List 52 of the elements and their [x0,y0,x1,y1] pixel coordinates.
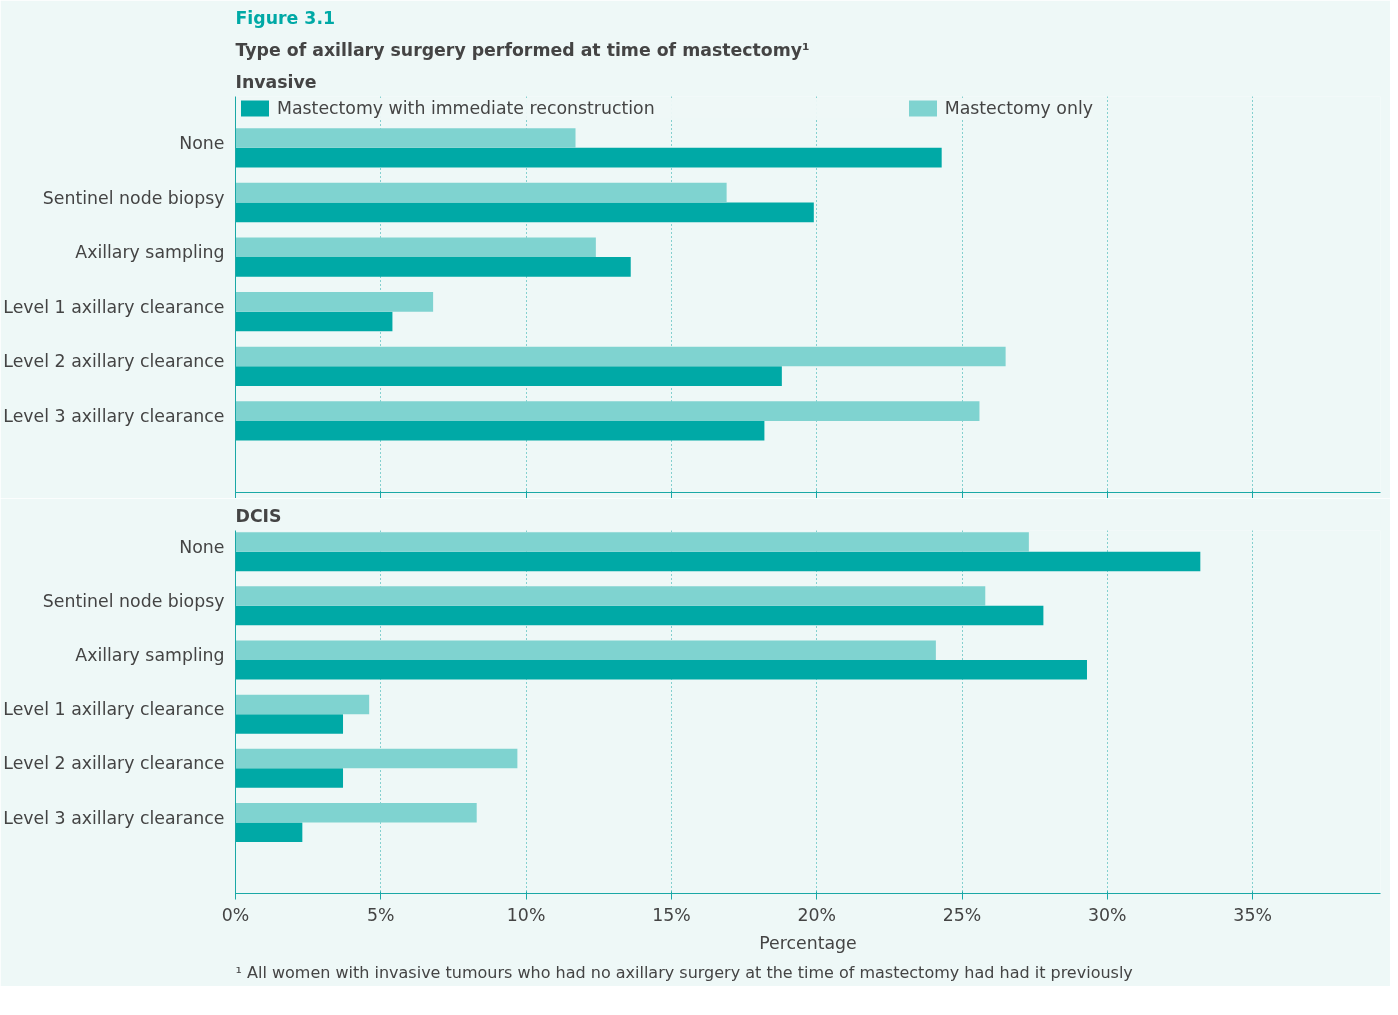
y-axis-title: DCIS [235,505,282,526]
y-tick-label: Level 2 axillary clearance [3,351,225,372]
legend-label: Mastectomy only [944,98,1093,118]
bar [235,605,1044,626]
bar [235,748,518,769]
chart-title: Figure 3.1 [235,7,336,28]
y-tick-label: Sentinel node biopsy [42,187,225,208]
text: ¹ All women with invasive tumours who had no axillary surgery at the time of mastectomy had had it previously [235,962,1133,982]
bar [235,128,576,148]
y-tick-label: Axillary sampling [75,645,225,666]
bar [235,714,344,734]
x-tick-label: 30% [1088,904,1127,925]
bar [235,182,727,203]
bar [235,401,980,421]
y-tick-label: Level 1 axillary clearance [3,296,225,317]
y-tick-label: Axillary sampling [75,242,225,263]
y-tick-label: Level 1 axillary clearance [3,699,225,720]
x-tick-label: 5% [367,904,395,925]
y-axis-title: Invasive [235,71,317,92]
x-tick-label: 20% [797,904,836,925]
y-tick-label: None [179,536,225,557]
bar [235,237,596,258]
y-tick-label: Sentinel node biopsy [42,590,225,611]
bar [235,694,370,715]
bar [235,311,393,332]
bar [235,803,477,823]
bar [235,768,344,788]
legend-label: Mastectomy with immediate reconstruction [277,98,655,118]
bar [235,202,814,223]
x-tick-label: 35% [1233,904,1272,925]
bar [235,257,631,277]
bar [235,420,765,441]
y-tick-label: Level 2 axillary clearance [3,753,225,774]
bar [235,532,1029,552]
bar [235,822,303,843]
bar [235,366,782,386]
chart-subtitle: Type of axillary surgery performed at time of mastectomy¹ [235,39,810,60]
y-tick-label: None [179,132,225,153]
y-tick-label: Level 3 axillary clearance [3,406,225,427]
bar [235,346,1006,367]
bar [235,659,1087,680]
bar [235,586,986,606]
y-tick-label: Level 3 axillary clearance [3,807,225,828]
bar [235,551,1201,572]
bar [235,292,434,312]
bar [235,640,936,660]
x-axis-title: Percentage [759,932,857,953]
x-tick-label: 25% [942,904,982,925]
bar [235,147,942,168]
x-tick-label: 10% [506,904,546,925]
x-tick-label: 15% [652,904,691,925]
x-tick-label: 0% [221,904,250,925]
